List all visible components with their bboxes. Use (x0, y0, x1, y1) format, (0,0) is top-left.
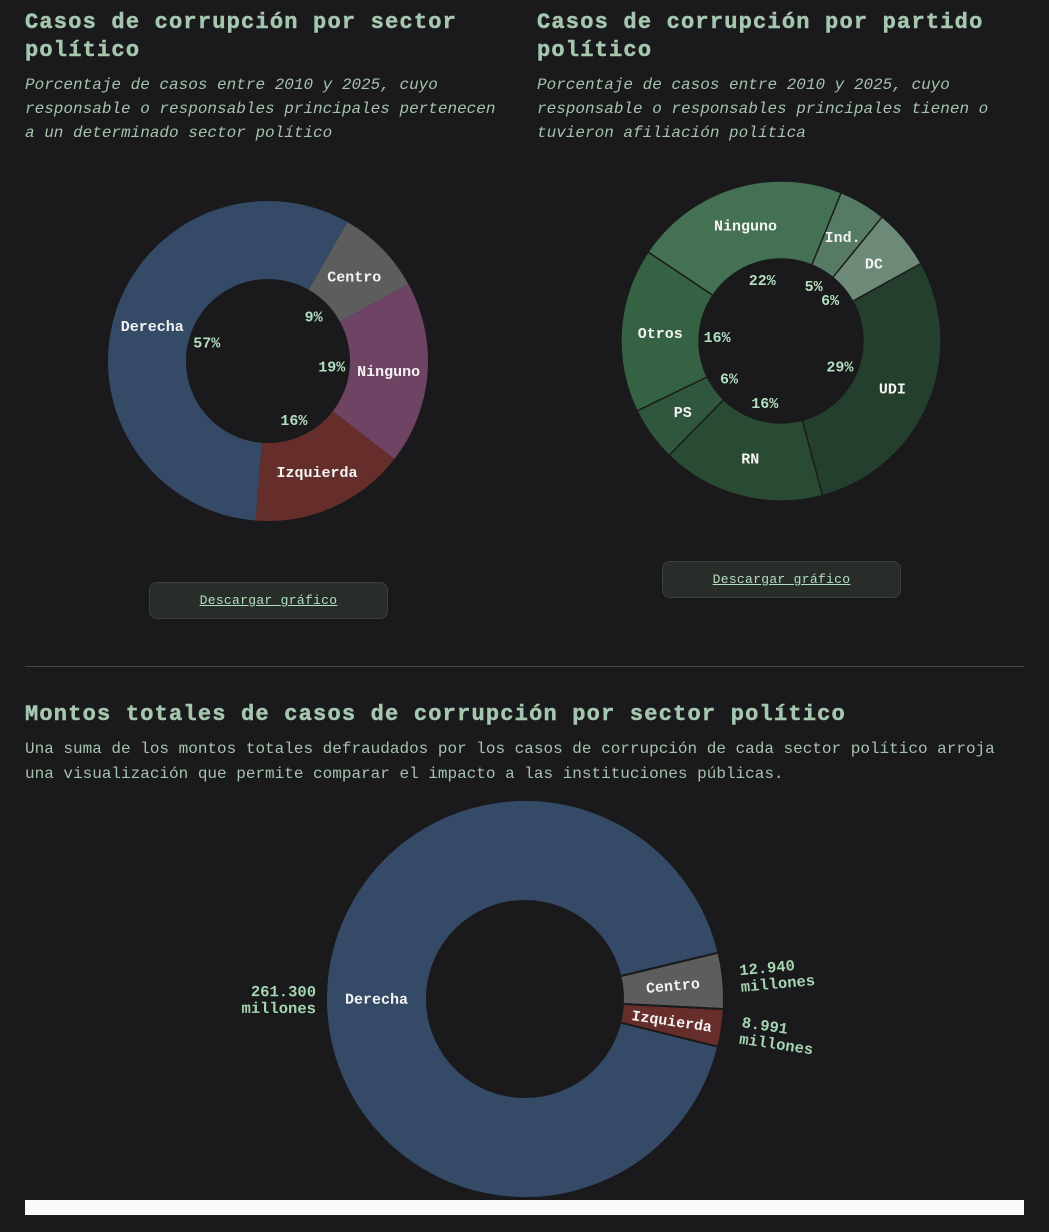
svg-text:16%: 16% (704, 330, 732, 347)
svg-text:5%: 5% (805, 279, 824, 296)
svg-text:19%: 19% (318, 359, 346, 376)
svg-text:DC: DC (865, 257, 883, 274)
svg-text:Izquierda: Izquierda (277, 465, 358, 482)
svg-text:6%: 6% (720, 372, 739, 389)
svg-text:Ninguno: Ninguno (357, 364, 420, 381)
svg-text:Ind.: Ind. (825, 230, 861, 247)
svg-text:Derecha: Derecha (345, 992, 408, 1009)
svg-text:8.991millones: 8.991millones (738, 1014, 817, 1059)
svg-text:9%: 9% (305, 309, 324, 326)
svg-text:Centro: Centro (645, 976, 700, 998)
svg-text:16%: 16% (751, 396, 779, 413)
svg-text:RN: RN (741, 451, 759, 468)
svg-text:Otros: Otros (638, 326, 683, 343)
svg-text:Ninguno: Ninguno (714, 219, 777, 236)
svg-text:57%: 57% (193, 335, 221, 352)
svg-text:6%: 6% (821, 293, 840, 310)
svg-text:29%: 29% (826, 359, 854, 376)
svg-text:Centro: Centro (327, 269, 381, 286)
svg-text:16%: 16% (280, 413, 308, 430)
svg-text:UDI: UDI (879, 382, 906, 399)
svg-text:PS: PS (674, 405, 692, 422)
svg-text:Derecha: Derecha (121, 319, 184, 336)
svg-text:12.940millones: 12.940millones (739, 955, 816, 996)
svg-text:22%: 22% (749, 273, 777, 290)
